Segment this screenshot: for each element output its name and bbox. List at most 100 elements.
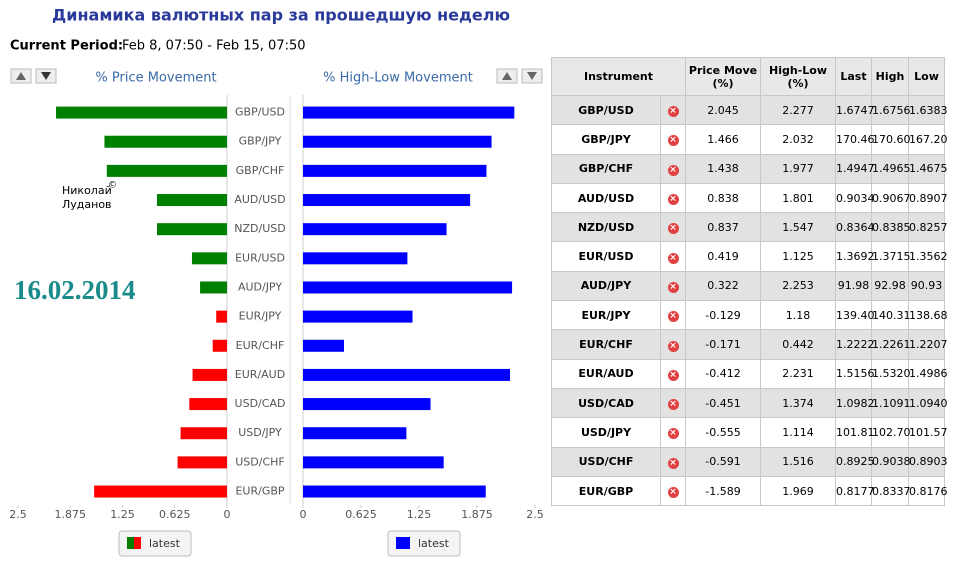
legend-label: latest	[149, 537, 181, 550]
x-tick-label: 2.5	[526, 508, 544, 521]
remove-icon[interactable]: ×	[667, 281, 679, 293]
category-label: AUD/USD	[234, 193, 285, 206]
remove-icon[interactable]: ×	[667, 252, 679, 264]
x-tick-label: 1.875	[461, 508, 493, 521]
category-label: AUD/JPY	[238, 280, 282, 293]
remove-icon[interactable]: ×	[667, 428, 679, 440]
bar	[157, 223, 227, 236]
bar	[191, 252, 227, 265]
cell: 90.93	[908, 270, 945, 302]
instrument: USD/CAD	[551, 387, 661, 419]
cell: 1.18	[760, 300, 836, 331]
cell: 1.0982	[835, 387, 875, 419]
cell: 92.98	[871, 270, 909, 302]
cell: 2.277	[760, 94, 836, 126]
legend-swatch	[134, 537, 141, 549]
cell: 1.4965	[871, 153, 911, 184]
remove-icon[interactable]: ×	[667, 311, 679, 323]
table-row: AUD/USD × 0.838 1.801 0.9034 0.9067 0.8907	[551, 182, 948, 214]
cell: 1.3715	[871, 241, 911, 272]
watermark-copyright: ©	[108, 181, 117, 191]
cell: 1.438	[685, 153, 761, 184]
legend[interactable]: latest	[118, 530, 192, 557]
table-row: USD/CHF × -0.591 1.516 0.8925 0.9038 0.8903	[551, 446, 948, 477]
remove-icon[interactable]: ×	[667, 457, 679, 469]
remove-icon[interactable]: ×	[667, 106, 679, 118]
remove-cell: ×	[660, 241, 686, 272]
cell: 101.57	[908, 417, 948, 448]
instrument: USD/JPY	[551, 417, 661, 448]
cell: 140.31	[871, 300, 911, 331]
arrow-buttons[interactable]	[10, 68, 543, 84]
cell: 1.2261	[871, 329, 911, 360]
remove-icon[interactable]: ×	[667, 164, 679, 176]
remove-icon[interactable]: ×	[667, 487, 679, 498]
cell: 0.419	[685, 241, 761, 272]
bar	[303, 223, 447, 236]
remove-icon[interactable]: ×	[667, 340, 679, 352]
cell: 170.46	[835, 124, 875, 155]
category-label: EUR/GBP	[235, 485, 284, 498]
remove-icon[interactable]: ×	[667, 369, 679, 381]
cell: 0.8385	[871, 212, 911, 243]
column-header: High	[871, 57, 909, 96]
remove-cell: ×	[660, 329, 686, 360]
instrument: GBP/CHF	[551, 153, 661, 184]
table-row: GBP/USD × 2.045 2.277 1.6747 1.6756 1.6383	[551, 94, 948, 126]
category-label: NZD/USD	[234, 222, 285, 235]
legend[interactable]: latest	[387, 530, 461, 557]
table-row: USD/JPY × -0.555 1.114 101.81 102.70 101.57	[551, 417, 948, 448]
table-row: AUD/JPY × 0.322 2.253 91.98 92.98 90.93	[551, 270, 945, 302]
bar	[303, 427, 407, 440]
table-row: GBP/JPY × 1.466 2.032 170.46 170.60 167.20	[551, 124, 948, 155]
cell: 0.838	[685, 182, 761, 214]
cell: 138.68	[908, 300, 948, 331]
remove-icon[interactable]: ×	[667, 135, 679, 147]
bar	[192, 368, 227, 381]
bar	[177, 456, 227, 469]
remove-cell: ×	[660, 300, 686, 331]
category-label: GBP/JPY	[239, 135, 282, 148]
cell: 0.8257	[908, 212, 948, 243]
remove-icon[interactable]: ×	[667, 194, 679, 206]
bar	[303, 368, 511, 381]
table-row: USD/CAD × -0.451 1.374 1.0982 1.1091 1.0940	[551, 387, 948, 419]
cell: 0.9067	[871, 182, 911, 214]
legend-label: latest	[418, 537, 450, 550]
period-label: Current Period:	[10, 39, 123, 54]
instrument: AUD/USD	[551, 182, 661, 214]
cell: 0.8925	[835, 446, 875, 477]
chart-title: % Price Movement	[95, 71, 216, 86]
remove-cell: ×	[660, 446, 686, 477]
bar	[189, 398, 227, 411]
cell: 170.60	[871, 124, 911, 155]
instrument: EUR/AUD	[551, 358, 661, 389]
bar	[200, 281, 227, 294]
x-tick-label: 1.875	[55, 508, 87, 521]
cell: 1.1091	[871, 387, 911, 419]
remove-icon[interactable]: ×	[667, 223, 679, 235]
instrument: EUR/CHF	[551, 329, 661, 360]
instrument: AUD/JPY	[551, 270, 661, 302]
cell: 1.114	[760, 417, 836, 448]
page-title: Динамика валютных пар за прошедшую недел…	[52, 6, 510, 25]
cell: -1.589	[685, 475, 761, 507]
bar	[104, 135, 227, 148]
remove-icon[interactable]: ×	[667, 399, 679, 411]
column-header: Instrument	[551, 57, 686, 96]
category-label: EUR/AUD	[235, 368, 285, 381]
legend-swatch	[127, 537, 134, 549]
instrument: USD/CHF	[551, 446, 661, 477]
category-label: EUR/USD	[235, 251, 285, 264]
cell: -0.171	[685, 329, 761, 360]
column-header: Low	[908, 57, 945, 96]
category-label: USD/CAD	[235, 397, 286, 410]
cell: 1.374	[760, 387, 836, 419]
remove-cell: ×	[660, 182, 686, 214]
category-label: USD/CHF	[235, 455, 285, 468]
watermark-author: Николай	[62, 184, 112, 197]
bar	[56, 106, 228, 119]
table-row: GBP/CHF × 1.438 1.977 1.4947 1.4965 1.4675	[551, 153, 948, 184]
cell: 0.837	[685, 212, 761, 243]
